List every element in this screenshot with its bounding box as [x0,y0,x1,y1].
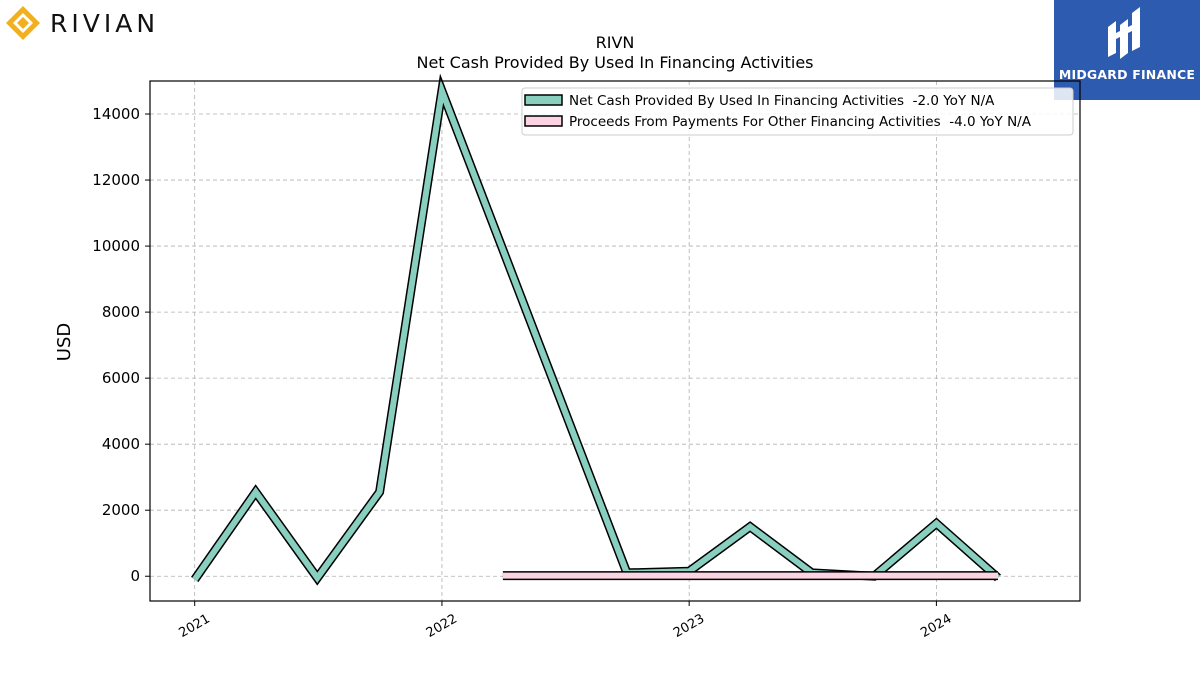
y-tick-label: 14000 [92,105,140,123]
x-tick-label: 2022 [424,611,460,641]
y-tick-label: 8000 [102,303,140,321]
y-tick-label: 2000 [102,501,140,519]
rivian-logo: RIVIAN [4,2,204,44]
legend-swatch [524,94,563,106]
series-stroke [192,79,1000,584]
rivian-wordmark: RIVIAN [50,8,160,38]
series-outline [191,73,1001,586]
rivian-compass-icon [6,6,40,40]
y-axis-label: USD [54,323,75,361]
axis-ticks: 0 2000 4000 6000 8000 10000 12000 14000 2021 2022… [92,105,954,641]
y-tick-label: 4000 [102,435,140,453]
y-tick-label: 10000 [92,237,140,255]
series-lines [191,73,1001,586]
legend-label: Proceeds From Payments For Other Financi… [569,114,1032,130]
midgard-wordmark: MIDGARD FINANCE [1058,67,1196,82]
y-tick-label: 0 [130,567,140,585]
y-tick-label: 6000 [102,369,140,387]
x-tick-label: 2021 [177,611,213,641]
series-1-line [191,73,1001,586]
y-tick-label: 12000 [92,171,140,189]
grid [150,81,1080,601]
chart-title: RIVN [596,33,635,52]
legend-box [521,87,1074,136]
x-tick-label: 2024 [918,611,954,641]
legend-label: Net Cash Provided By Used In Financing A… [569,93,995,109]
legend-swatch [524,115,563,127]
midgard-monogram-icon [1108,7,1140,59]
x-tick-label: 2023 [671,611,707,641]
plot-frame [149,80,1081,602]
legend: Net Cash Provided By Used In Financing A… [521,87,1074,136]
chart-subtitle: Net Cash Provided By Used In Financing A… [416,53,813,72]
midgard-finance-logo: MIDGARD FINANCE [1054,0,1200,100]
